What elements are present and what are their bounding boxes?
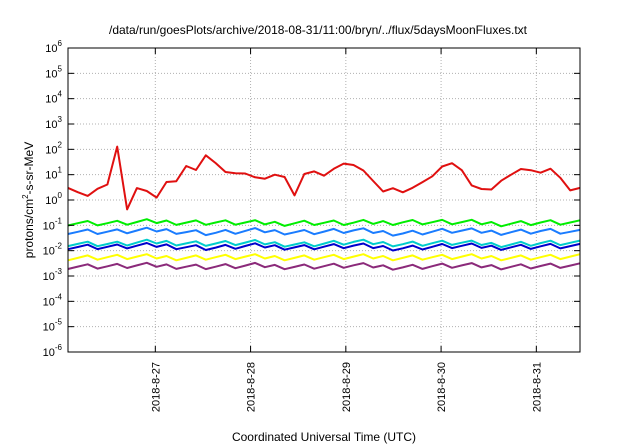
y-tick-label-exp: 0 bbox=[58, 191, 63, 200]
y-tick-label: 101 bbox=[45, 166, 62, 182]
y-tick-label-exp: 1 bbox=[58, 166, 63, 175]
x-tick-label: 2018-8-27 bbox=[150, 362, 162, 412]
series-line bbox=[67, 226, 581, 237]
series-line bbox=[67, 242, 581, 252]
y-tick-label-base: 10 bbox=[45, 119, 57, 131]
series-line bbox=[67, 253, 581, 262]
x-tick-label: 2018-8-31 bbox=[531, 362, 543, 412]
y-tick-label-base: 10 bbox=[43, 271, 55, 283]
y-axis: 10-610-510-410-310-210-11001011021031041… bbox=[43, 39, 580, 359]
y-tick-label-base: 10 bbox=[45, 144, 57, 156]
y-tick-label-exp: -2 bbox=[55, 242, 63, 251]
y-tick-label: 102 bbox=[45, 140, 62, 156]
y-tick-label-exp: -6 bbox=[55, 343, 63, 352]
y-tick-label-exp: -4 bbox=[55, 292, 63, 301]
y-tick-label: 10-1 bbox=[43, 216, 63, 232]
x-axis-label: Coordinated Universal Time (UTC) bbox=[232, 430, 416, 444]
grid-lines bbox=[68, 48, 580, 352]
y-tick-label-base: 10 bbox=[45, 43, 57, 55]
y-tick-label-base: 10 bbox=[45, 170, 57, 182]
series-line bbox=[67, 261, 581, 271]
x-tick-label: 2018-8-30 bbox=[436, 362, 448, 412]
y-tick-label-exp: 6 bbox=[58, 39, 63, 48]
x-axis: 2018-8-27 2018-8-28 2018-8-29 2018-8-30 2018… bbox=[150, 48, 543, 412]
y-tick-label: 105 bbox=[45, 64, 62, 80]
series-line bbox=[67, 238, 581, 249]
y-axis-label-sup: 2 bbox=[21, 194, 30, 199]
y-tick-label-exp: -3 bbox=[55, 267, 63, 276]
y-tick-label: 10-4 bbox=[43, 292, 63, 308]
y-axis-label-base: protons/cm bbox=[22, 199, 36, 258]
y-tick-label-base: 10 bbox=[43, 322, 55, 334]
y-tick-label: 10-6 bbox=[43, 343, 63, 359]
y-tick-label-exp: 4 bbox=[58, 90, 63, 99]
y-tick-label: 100 bbox=[45, 191, 62, 207]
y-tick-label: 104 bbox=[45, 90, 62, 106]
y-tick-label: 106 bbox=[45, 39, 62, 55]
x-tick-label: 2018-8-29 bbox=[341, 362, 353, 412]
y-tick-label-base: 10 bbox=[43, 296, 55, 308]
y-tick-label-exp: -5 bbox=[55, 318, 63, 327]
y-tick-label-base: 10 bbox=[43, 347, 55, 359]
y-tick-label-exp: 5 bbox=[58, 64, 63, 73]
series-line bbox=[67, 218, 581, 228]
y-axis-label: protons/cm2-s-sr-MeV bbox=[21, 142, 36, 258]
y-axis-label-rest: -s-sr-MeV bbox=[22, 142, 36, 195]
chart-title: /data/run/goesPlots/archive/2018-08-31/1… bbox=[109, 23, 528, 37]
y-tick-label-base: 10 bbox=[43, 220, 55, 232]
y-tick-label: 10-2 bbox=[43, 242, 63, 258]
data-series bbox=[67, 145, 581, 271]
y-tick-label-exp: 2 bbox=[58, 140, 63, 149]
series-line bbox=[67, 145, 581, 211]
y-tick-label-exp: 3 bbox=[58, 115, 63, 124]
y-tick-label-base: 10 bbox=[45, 94, 57, 106]
y-tick-label-base: 10 bbox=[45, 68, 57, 80]
y-tick-label: 103 bbox=[45, 115, 62, 131]
y-tick-label: 10-3 bbox=[43, 267, 63, 283]
x-tick-label: 2018-8-28 bbox=[246, 362, 258, 412]
y-tick-label-base: 10 bbox=[43, 246, 55, 258]
y-tick-label: 10-5 bbox=[43, 318, 63, 334]
y-tick-label-exp: -1 bbox=[55, 216, 63, 225]
y-tick-label-base: 10 bbox=[45, 195, 57, 207]
